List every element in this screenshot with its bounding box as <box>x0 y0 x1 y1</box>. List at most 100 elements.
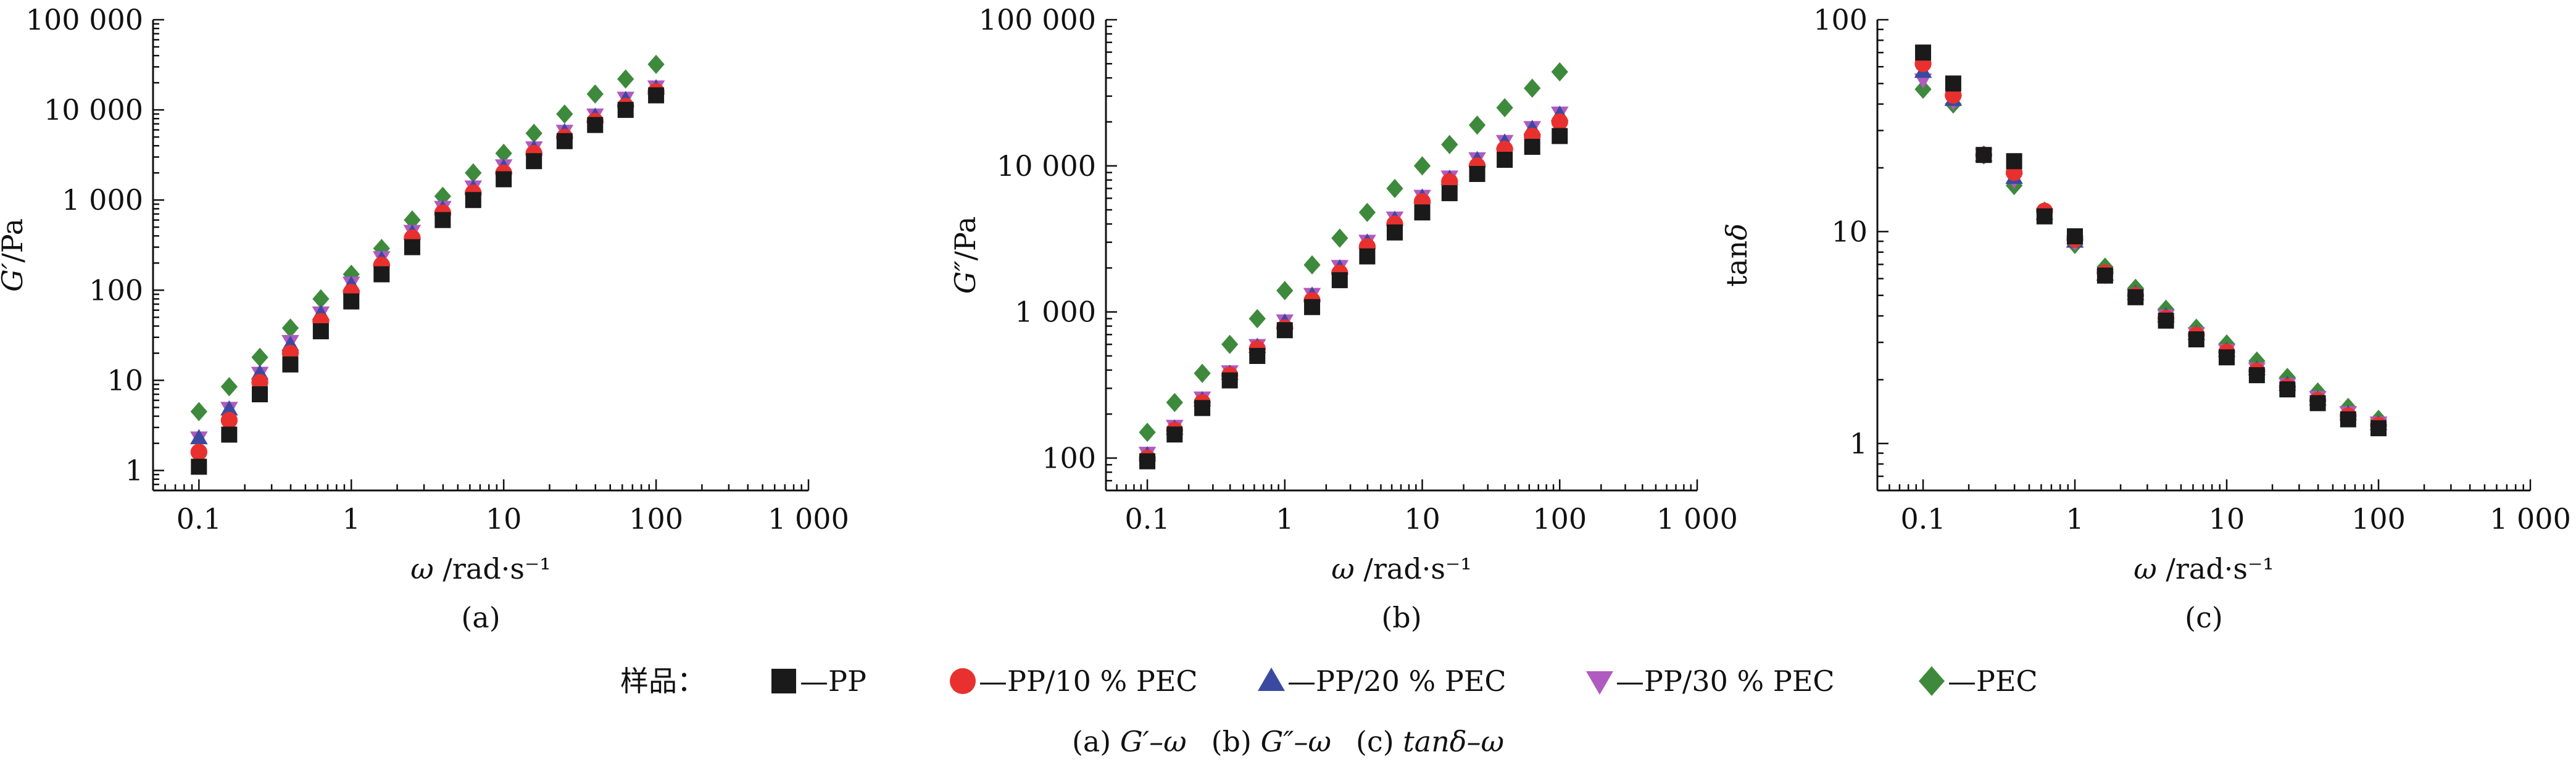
x-tick-label: 0.1 <box>1900 502 1945 536</box>
legend-prefix: 样品： <box>620 664 705 698</box>
legend-item: —PEC <box>1919 664 2038 698</box>
data-point <box>312 289 330 309</box>
caption-a: (a) <box>1072 725 1120 758</box>
series-pp <box>191 87 665 475</box>
x-tick-label: 1 <box>1276 502 1294 536</box>
data-point <box>404 210 421 230</box>
legend-marker <box>771 669 796 693</box>
x-tick-label: 1 000 <box>1656 502 1738 536</box>
x-tick-label: 10 <box>1404 502 1440 536</box>
data-point <box>2127 289 2144 305</box>
data-point <box>1139 453 1156 469</box>
data-point <box>465 192 481 209</box>
series-pec <box>1914 80 2387 429</box>
data-point <box>281 318 299 338</box>
panel-label: (c) <box>2185 601 2223 634</box>
data-point <box>586 84 604 104</box>
chart-panel-3: 0.1 1 10 100 1 000 1 10 100 ω /rad·s⁻¹ tanδ (c) <box>1720 3 2571 634</box>
data-point <box>1358 202 1376 222</box>
data-point <box>617 69 634 89</box>
data-point <box>1221 372 1238 389</box>
series-pec <box>1139 62 1568 442</box>
data-point <box>1441 185 1458 202</box>
data-point <box>465 163 482 183</box>
data-point <box>1304 299 1321 315</box>
data-point <box>220 400 238 416</box>
data-point <box>373 266 390 283</box>
data-point <box>1413 156 1431 176</box>
data-point <box>495 143 512 163</box>
y-tick-label: 100 <box>89 273 143 307</box>
y-tick-label: 1 <box>125 454 143 487</box>
panel-label: (b) <box>1381 601 1421 634</box>
legend-item: —PP/10 % PEC <box>950 664 1198 698</box>
data-point <box>2067 228 2084 245</box>
y-axis-label: tanδ <box>1720 223 1753 287</box>
x-tick-label: 1 000 <box>2490 502 2571 536</box>
y-tick-label: 10 <box>107 363 143 397</box>
data-point <box>1194 363 1211 383</box>
chart-panels: 0.1 1 10 100 1 000 1 10 100 1 000 10 000 100 000 ω … <box>0 3 2571 634</box>
y-tick-label: 1 <box>1850 427 1868 460</box>
y-tick-label: 100 000 <box>26 3 143 36</box>
data-point <box>2036 208 2053 225</box>
x-tick-label: 0.1 <box>1124 502 1170 536</box>
data-point <box>2309 395 2326 411</box>
x-tick-label: 1 <box>2066 502 2084 536</box>
legend-marker <box>950 668 976 694</box>
data-point <box>556 133 573 149</box>
panel-label: (a) <box>461 601 500 634</box>
series-pp <box>1915 44 2387 437</box>
data-point <box>282 356 299 373</box>
data-point <box>1469 165 1485 182</box>
data-point <box>1276 281 1294 300</box>
legend-items: —PP —PP/10 % PEC —PP/20 % PEC —PP/30 % PEC —… <box>771 664 2038 698</box>
data-point <box>2188 331 2204 348</box>
data-point <box>1524 78 1541 98</box>
data-point <box>617 102 634 118</box>
x-tick-label: 1 <box>343 502 360 536</box>
data-point <box>1915 44 1932 61</box>
data-point <box>2096 267 2113 284</box>
data-point <box>526 153 542 170</box>
x-tick-label: 10 <box>486 502 522 536</box>
data-point <box>1386 224 1403 241</box>
data-point <box>1441 134 1458 154</box>
y-axis-label: G′/Pa <box>0 218 29 292</box>
data-point <box>220 411 238 429</box>
x-axis-label: ω /rad·s⁻¹ <box>1331 552 1471 585</box>
legend-label: —PP <box>800 664 866 698</box>
data-point <box>1249 347 1266 364</box>
data-point <box>2219 349 2235 366</box>
data-point <box>1221 334 1239 354</box>
data-point <box>525 123 542 143</box>
data-point <box>2006 153 2022 170</box>
caption-b-symbol: G″–ω <box>1261 725 1331 758</box>
caption-c: (c) <box>1356 725 1403 758</box>
data-point <box>191 458 207 475</box>
series-pp-30-pec <box>1914 73 2388 432</box>
y-tick-label: 10 <box>1831 215 1868 248</box>
data-point <box>587 117 604 133</box>
data-point <box>1166 392 1183 413</box>
x-tick-label: 1 000 <box>768 502 849 536</box>
y-tick-label: 1 000 <box>62 183 143 217</box>
y-tick-label: 100 000 <box>979 3 1096 36</box>
data-point <box>190 402 207 421</box>
series-pp-10-pec <box>1914 55 2387 434</box>
data-point <box>190 429 208 445</box>
x-axis-label: ω /rad·s⁻¹ <box>410 552 551 585</box>
figure-caption: (a) G′–ω (b) G″–ω (c) tanδ–ω <box>1072 725 1504 758</box>
series-pp-20-pec <box>1914 62 2388 431</box>
data-point <box>1166 426 1183 443</box>
data-point <box>343 293 360 310</box>
legend-item: —PP <box>771 664 866 698</box>
data-point <box>1276 322 1293 339</box>
series-pp-10-pec <box>190 83 665 461</box>
chart-panel-1: 0.1 1 10 100 1 000 1 10 100 1 000 10 000 100 000 ω … <box>0 3 849 634</box>
data-point <box>1249 308 1266 329</box>
data-point <box>1496 97 1513 118</box>
data-point <box>1139 423 1156 442</box>
legend: 样品： —PP —PP/10 % PEC —PP/20 % PEC —PP/30 % … <box>620 664 2038 698</box>
data-point <box>1331 272 1348 289</box>
